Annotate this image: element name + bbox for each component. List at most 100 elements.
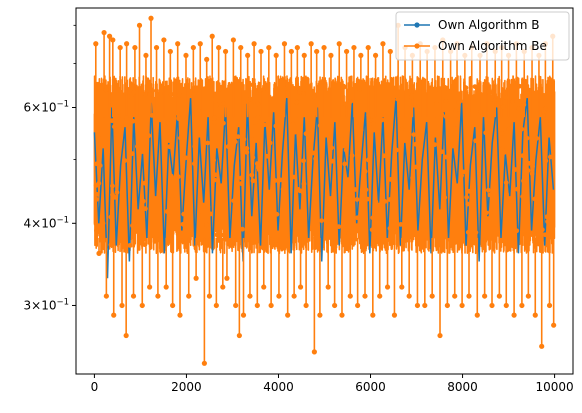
series-be-point	[329, 145, 335, 151]
series-be-point	[108, 214, 114, 220]
series-be-point	[398, 221, 404, 227]
legend-label: Own Algorithm B	[438, 18, 540, 32]
series-be-point	[414, 302, 421, 309]
series-be-point	[205, 140, 211, 146]
series-be-point	[413, 141, 419, 147]
series-be-point	[352, 187, 358, 192]
x-tick-label: 4000	[263, 380, 294, 394]
series-be-point	[209, 97, 215, 103]
series-be-point	[250, 178, 256, 184]
y-axis: 3×10−1 4×10−1 6×10−1	[24, 24, 76, 312]
series-be-point	[291, 174, 296, 180]
series-be-point	[213, 302, 219, 309]
series-be-point	[206, 293, 213, 299]
series-be-point	[221, 120, 226, 126]
series-be-point	[339, 136, 345, 142]
series-be-point	[473, 138, 478, 144]
series-be-point	[117, 44, 123, 51]
series-be-point	[370, 215, 376, 221]
series-be-point	[232, 139, 238, 145]
series-be-point	[347, 195, 353, 200]
series-be-point	[487, 192, 493, 198]
series-be-point	[311, 150, 316, 156]
series-be-point	[459, 302, 465, 309]
series-be-point	[212, 177, 217, 183]
series-be-point	[148, 15, 154, 21]
series-be-point	[392, 167, 398, 173]
x-axis: 0 2000 4000 6000 8000 10000	[91, 374, 574, 394]
series-be-point	[328, 52, 334, 59]
series-be-point	[192, 143, 198, 149]
series-be-point	[149, 112, 155, 118]
series-be-point	[503, 180, 509, 186]
series-be-point	[521, 178, 526, 184]
series-be-point	[411, 132, 417, 137]
series-be-point	[459, 173, 464, 179]
series-be-point	[373, 199, 379, 205]
series-be-point	[291, 293, 297, 299]
series-be-point	[516, 106, 521, 112]
series-be-point	[511, 312, 517, 318]
series-be-point	[220, 101, 226, 107]
series-be-point	[342, 101, 348, 107]
series-be-point	[370, 312, 376, 318]
series-be-point	[406, 293, 412, 299]
series-be-point	[166, 84, 171, 90]
series-be-point	[168, 134, 173, 139]
series-be-point	[341, 84, 347, 90]
series-be-point	[312, 92, 317, 98]
series-be-point	[354, 197, 360, 202]
series-be-point	[250, 155, 256, 160]
series-be-point	[387, 197, 393, 202]
series-be-point	[212, 172, 218, 178]
series-be-point	[443, 85, 449, 91]
legend-box	[395, 11, 570, 61]
series-b-line	[93, 98, 555, 279]
series-be-point	[529, 171, 535, 177]
series-be-point	[406, 212, 412, 218]
series-be-point	[94, 161, 100, 167]
series-be-point	[201, 360, 207, 366]
series-be-point	[420, 227, 426, 233]
series-be-point	[470, 183, 476, 189]
series-be-point	[282, 86, 288, 92]
series-be-point	[321, 44, 327, 51]
series-be-point	[124, 115, 129, 121]
series-be-point	[130, 118, 136, 124]
series-be-point	[297, 89, 302, 95]
series-be-point	[103, 87, 109, 93]
series-be-point	[524, 135, 530, 141]
series-be-point	[301, 190, 306, 196]
series-be-point	[281, 41, 288, 47]
series-be-point	[121, 222, 126, 227]
series-be-point	[233, 302, 239, 309]
series-be-point	[155, 293, 161, 299]
series-be-point	[301, 158, 306, 164]
series-be-point	[175, 174, 181, 180]
series-be-point	[144, 142, 149, 148]
y-tick-label: 3×10−1	[24, 297, 70, 312]
series-be-point	[196, 108, 202, 114]
series-be-point	[273, 52, 279, 59]
series-be-point	[175, 110, 180, 116]
series-be-point	[211, 119, 217, 125]
series-be-point	[257, 87, 263, 93]
series-be-point	[161, 37, 167, 43]
series-be-point	[358, 127, 364, 133]
series-be-point	[285, 312, 291, 318]
series-be-point	[245, 52, 251, 59]
series-be-point	[514, 186, 520, 192]
series-be-point	[112, 194, 118, 200]
series-be-point	[106, 33, 113, 39]
series-be-point	[384, 284, 391, 290]
series-be-point	[197, 41, 203, 47]
series-be-point	[191, 161, 197, 167]
legend: Own Algorithm B Own Algorithm Be	[395, 11, 570, 61]
series-be-point	[241, 136, 247, 142]
series-be-point	[114, 189, 120, 195]
series-be-point	[452, 126, 458, 132]
series-be-point	[111, 312, 117, 318]
series-be-point	[134, 144, 140, 149]
series-be-point	[301, 181, 307, 187]
series-be-point	[365, 157, 371, 163]
